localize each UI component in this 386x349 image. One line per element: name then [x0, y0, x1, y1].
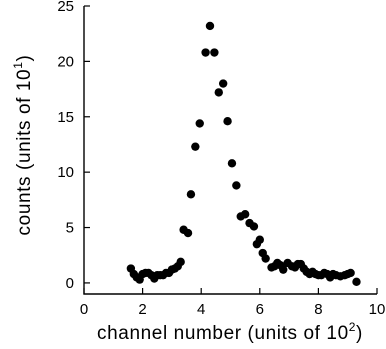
y-tick-label: 0	[66, 275, 74, 292]
data-point	[249, 222, 259, 231]
x-tick-label: 0	[80, 301, 88, 318]
data-point	[218, 79, 228, 88]
x-axis-title: channel number (units of 102)	[97, 320, 363, 344]
data-point	[210, 48, 219, 57]
x-tick-label: 8	[314, 301, 322, 318]
data-point	[227, 159, 237, 168]
data-point	[223, 117, 232, 126]
y-tick-label: 5	[66, 220, 74, 237]
x-axis: 0 2 4 6 8 10	[80, 288, 386, 318]
y-axis-title: counts (units of 101)	[11, 55, 35, 236]
y-tick-label: 20	[57, 53, 74, 70]
y-tick-label: 25	[57, 0, 74, 15]
data-point	[352, 277, 361, 287]
data-point	[214, 88, 223, 97]
data-point	[279, 265, 288, 274]
data-point	[261, 254, 270, 263]
x-tick-label: 10	[369, 301, 386, 318]
data-point	[176, 257, 185, 267]
data-point	[205, 21, 215, 31]
data-point	[183, 228, 193, 238]
data-point	[255, 235, 264, 244]
x-tick-label: 6	[256, 301, 264, 318]
data-point	[186, 190, 196, 199]
y-axis: 0 5 10 15 20 25	[57, 0, 90, 292]
data-series	[126, 21, 361, 287]
x-tick-label: 4	[197, 301, 205, 318]
plot-frame-left-bottom	[83, 6, 377, 295]
data-point	[201, 48, 210, 57]
data-point	[240, 210, 250, 219]
x-tick-label: 2	[138, 301, 146, 318]
data-point	[191, 142, 200, 151]
data-point	[346, 268, 355, 278]
y-tick-label: 15	[57, 109, 74, 126]
data-point	[195, 119, 204, 128]
plot-area	[83, 6, 377, 295]
y-tick-label: 10	[57, 164, 74, 181]
data-point	[232, 181, 241, 190]
